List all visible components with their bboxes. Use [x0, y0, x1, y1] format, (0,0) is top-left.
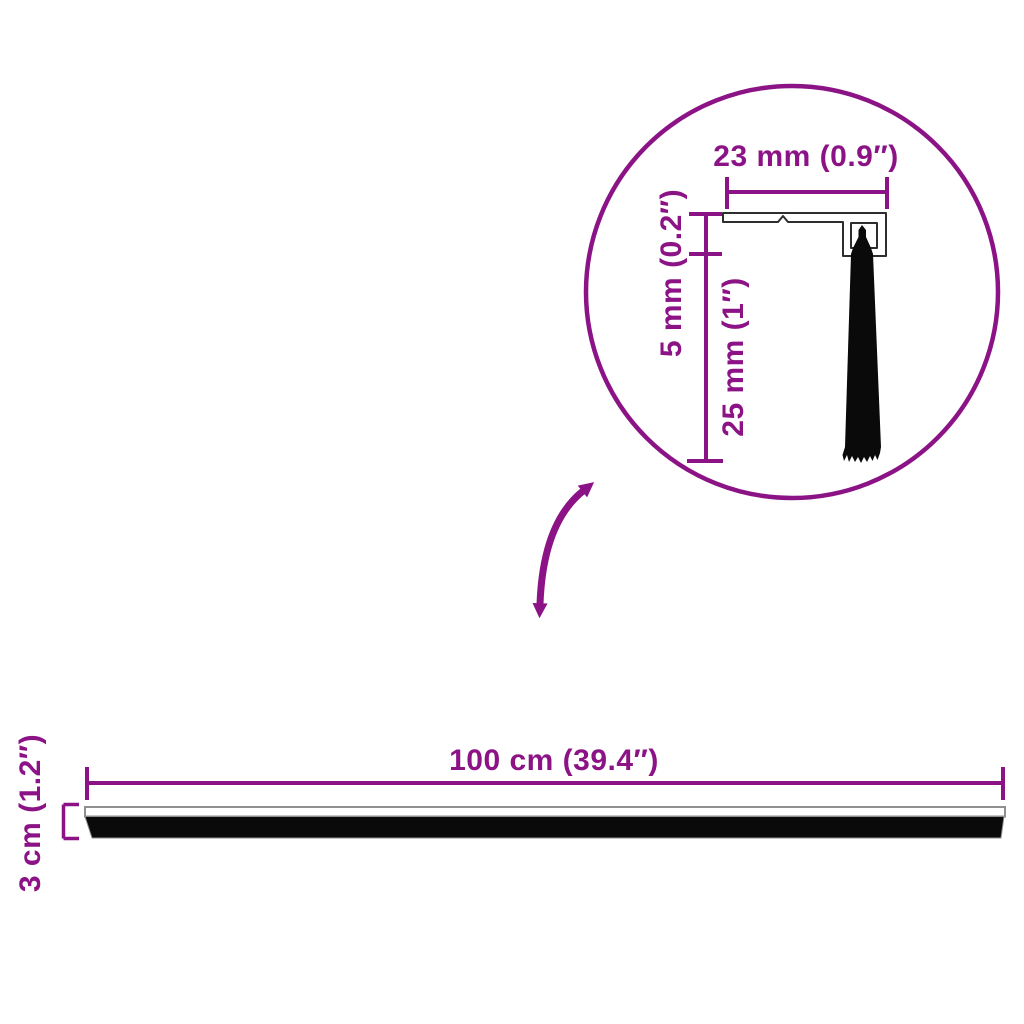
profile-cross-section	[722, 212, 887, 257]
strip-brush-band	[84, 816, 1005, 839]
product-height-label: 3 cm (1.2″)	[14, 733, 47, 893]
detail-profile-height-label: 5 mm (0.2″)	[655, 188, 688, 358]
product-strip	[84, 806, 1006, 839]
strip-rail-band	[84, 806, 1006, 818]
brush-illustration	[842, 225, 881, 463]
width-dimension-line	[725, 177, 889, 209]
curved-double-arrow-icon	[532, 482, 595, 619]
height-bracket	[61, 802, 79, 841]
detail-brush-length-label: 25 mm (1″)	[717, 277, 750, 437]
profile-rail-outline	[722, 212, 887, 257]
detail-circle-icon	[583, 83, 1001, 501]
detail-width-label: 23 mm (0.9″)	[713, 140, 899, 173]
length-dimension-line	[85, 767, 1005, 800]
height-dimension-line	[687, 212, 723, 463]
product-length-label: 100 cm (39.4″)	[449, 744, 659, 777]
